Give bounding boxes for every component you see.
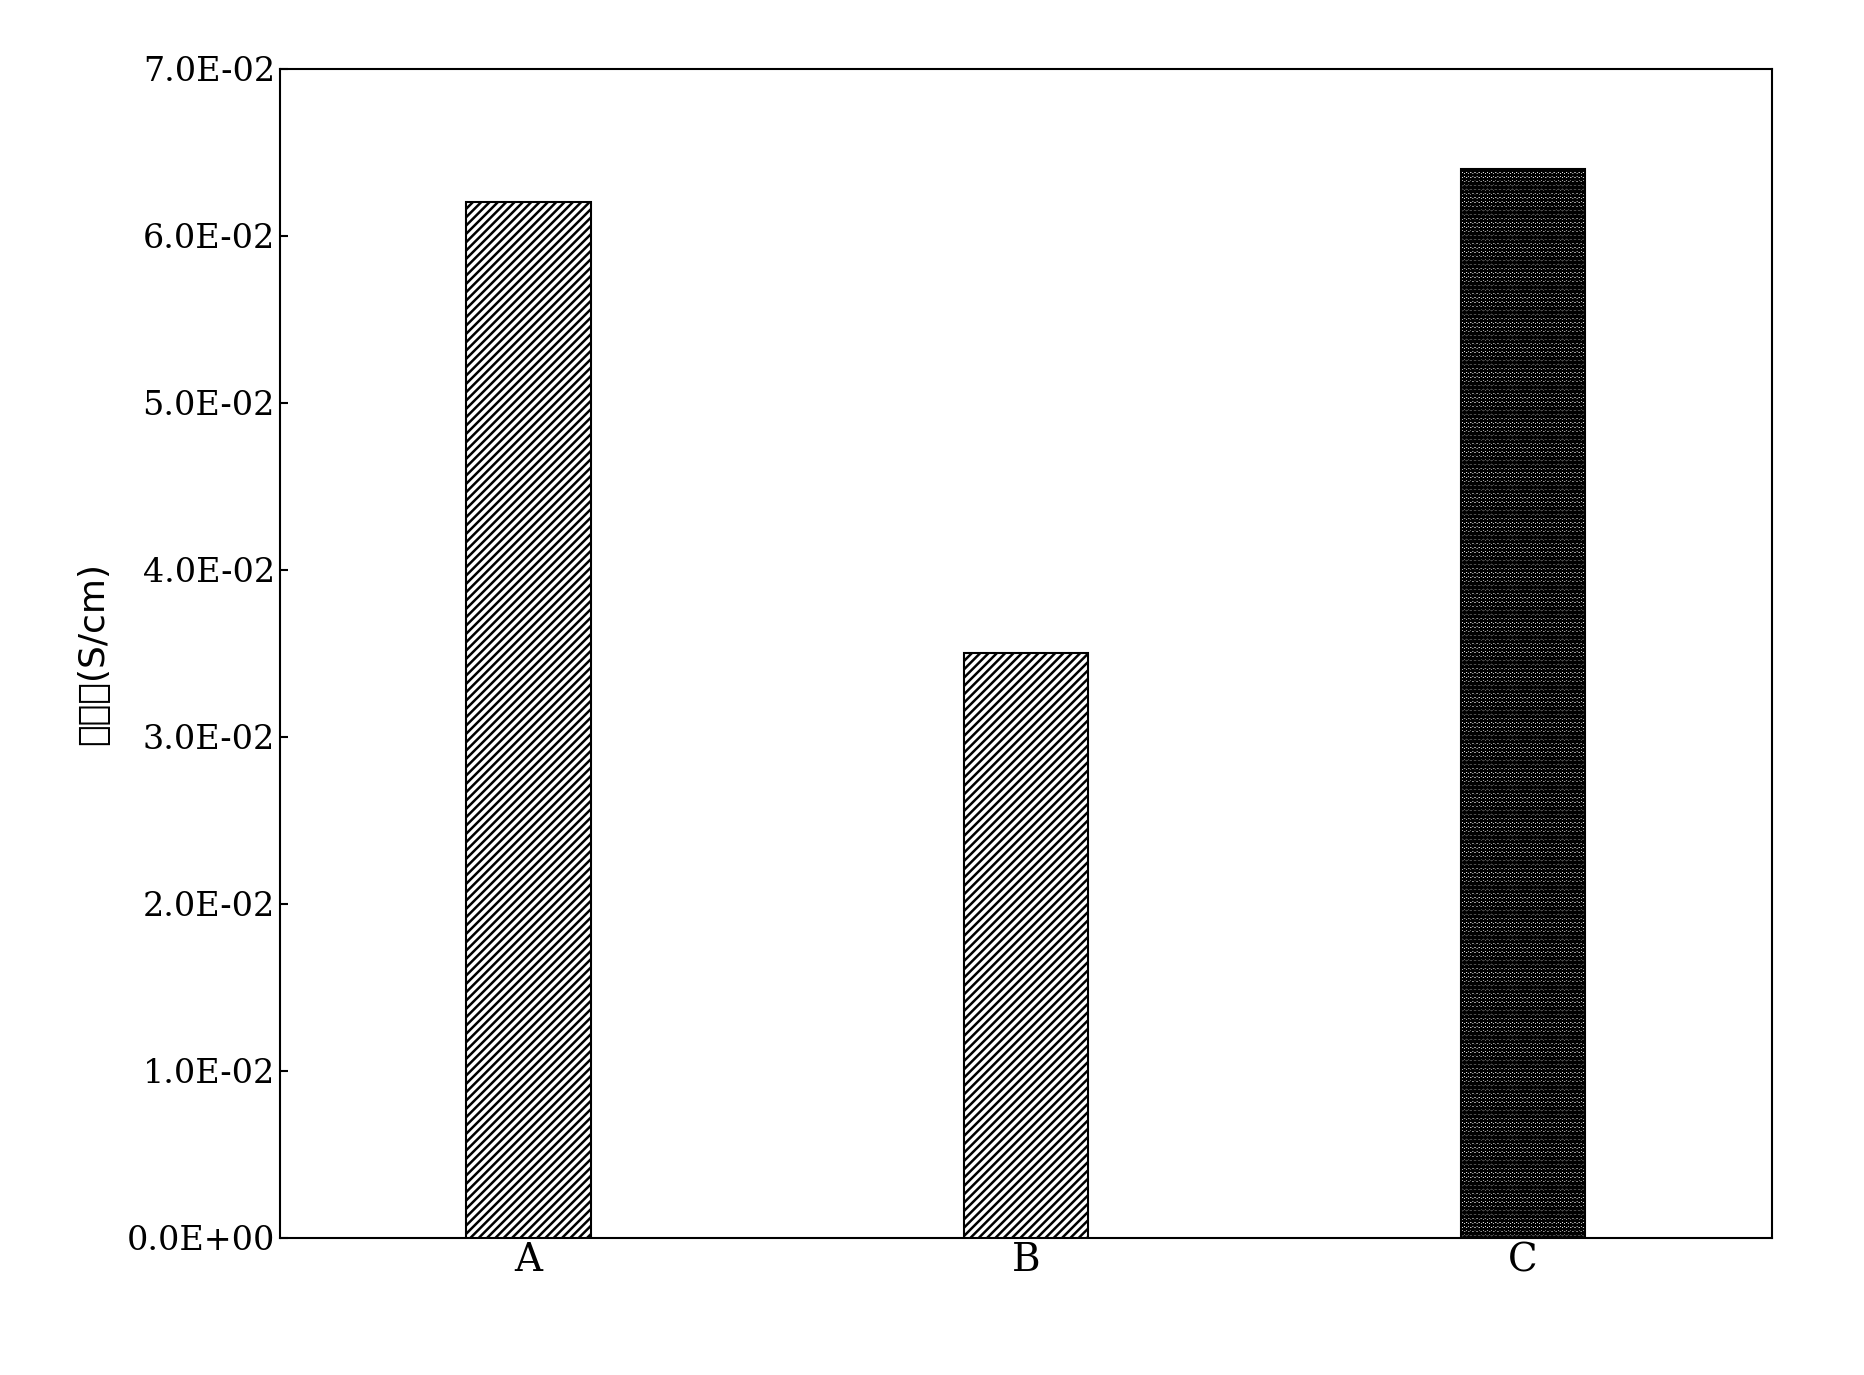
- Y-axis label: 导电度(S/cm): 导电度(S/cm): [76, 561, 110, 745]
- Bar: [466, 202, 591, 1238]
- Bar: [1460, 169, 1584, 1238]
- Bar: [964, 653, 1087, 1238]
